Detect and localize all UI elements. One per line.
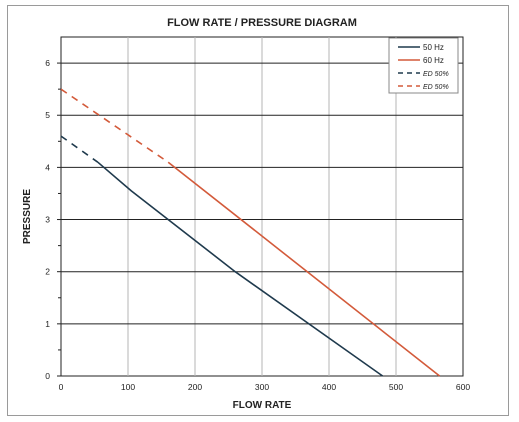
series-line-0 <box>97 161 384 377</box>
x-tick-label-600: 600 <box>456 382 470 392</box>
y-tick-label-3: 3 <box>45 215 50 225</box>
chart-title: FLOW RATE / PRESSURE DIAGRAM <box>167 17 357 29</box>
x-tick-label-100: 100 <box>121 382 135 392</box>
y-tick-label-2: 2 <box>45 267 50 277</box>
y-axis-title: PRESSURE <box>22 189 33 244</box>
x-axis-title: FLOW RATE <box>233 400 292 411</box>
legend: 50 Hz 60 Hz ED 50% ED 50% <box>388 37 459 94</box>
legend-label-2: ED 50% <box>423 71 449 78</box>
series-line-1 <box>167 161 441 377</box>
series-line-3 <box>60 88 169 163</box>
y-tick-label-1: 1 <box>45 319 50 329</box>
x-tick-label-0: 0 <box>59 382 64 392</box>
legend-label-0: 50 Hz <box>423 43 444 52</box>
x-tick-label-200: 200 <box>188 382 202 392</box>
legend-label-1: 60 Hz <box>423 56 444 65</box>
legend-label-3: ED 50% <box>423 84 449 91</box>
y-tick-label-4: 4 <box>45 162 50 172</box>
x-tick-label-400: 400 <box>322 382 336 392</box>
y-tick-label-6: 6 <box>45 58 50 68</box>
series-lines <box>60 88 441 377</box>
x-tick-label-300: 300 <box>255 382 269 392</box>
x-tick-label-500: 500 <box>389 382 403 392</box>
axis-ticks: 0 100 200 300 400 500 600 0 1 2 3 4 5 6 <box>45 58 470 392</box>
y-tick-label-5: 5 <box>45 110 50 120</box>
y-tick-label-0: 0 <box>45 371 50 381</box>
